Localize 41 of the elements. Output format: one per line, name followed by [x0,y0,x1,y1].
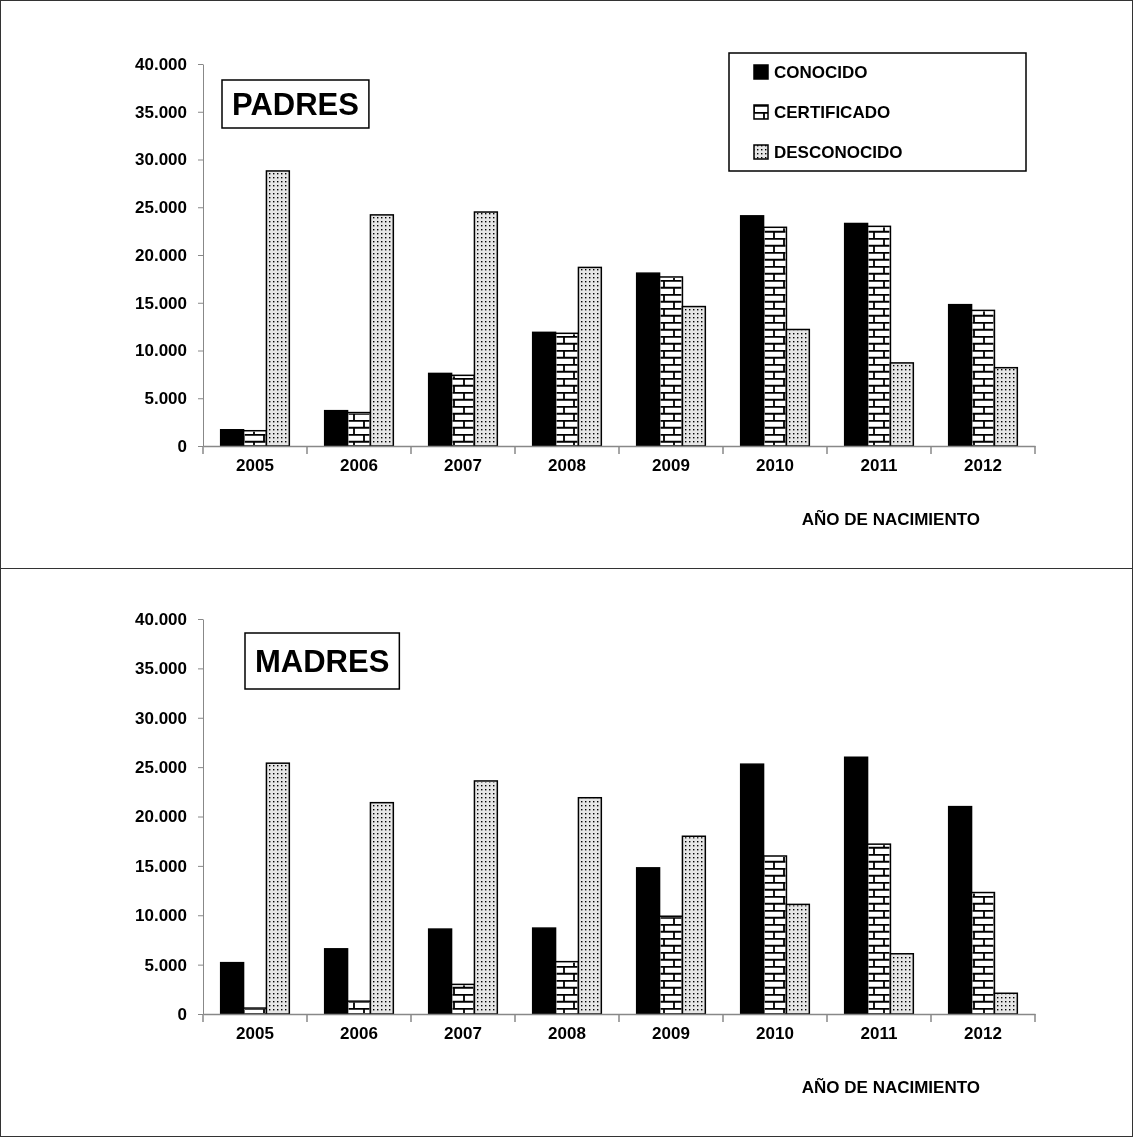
x-tick-label: 2008 [548,1024,586,1043]
y-tick-label: 30.000 [135,708,187,728]
x-tick-label: 2008 [548,456,586,475]
x-tick-label: 2009 [652,1024,690,1043]
y-tick-label: 30.000 [135,150,187,170]
y-tick-label: 25.000 [135,198,187,218]
x-tick-label: 2012 [964,1024,1002,1043]
y-tick-label: 25.000 [135,758,187,778]
y-tick-label: 0 [177,436,187,456]
text: PADRES [232,87,359,122]
text: MADRES [255,644,390,679]
y-tick-label: 10.000 [135,906,187,926]
y-tick-label: 40.000 [135,609,187,629]
y-tick-label: 5.000 [144,955,187,975]
y-tick-label: 35.000 [135,102,187,122]
x-tick-label: 2010 [756,1024,794,1043]
x-tick-label: 2005 [236,456,274,475]
x-axis-title: AÑO DE NACIMIENTO [801,509,980,529]
y-tick-label: 10.000 [135,341,187,361]
x-tick-label: 2005 [236,1024,274,1043]
y-tick-label: 20.000 [135,245,187,265]
y-tick-label: 35.000 [135,659,187,679]
x-tick-label: 2009 [652,456,690,475]
legend-label: CONOCIDO [774,63,868,82]
x-tick-label: 2011 [860,1024,898,1043]
legend-label: DESCONOCIDO [774,143,903,162]
y-tick-label: 15.000 [135,856,187,876]
x-tick-label: 2007 [444,456,482,475]
x-tick-label: 2006 [340,1024,378,1043]
x-tick-label: 2010 [756,456,794,475]
x-tick-label: 2006 [340,456,378,475]
legend-label: CERTIFICADO [774,103,891,122]
y-tick-label: 40.000 [135,54,187,74]
x-tick-label: 2012 [964,456,1002,475]
x-tick-label: 2011 [860,456,898,475]
x-axis-title: AÑO DE NACIMIENTO [801,1077,980,1097]
y-tick-label: 20.000 [135,807,187,827]
y-tick-label: 0 [177,1004,187,1024]
y-tick-label: 15.000 [135,293,187,313]
y-tick-label: 5.000 [144,389,187,409]
x-tick-label: 2007 [444,1024,482,1043]
